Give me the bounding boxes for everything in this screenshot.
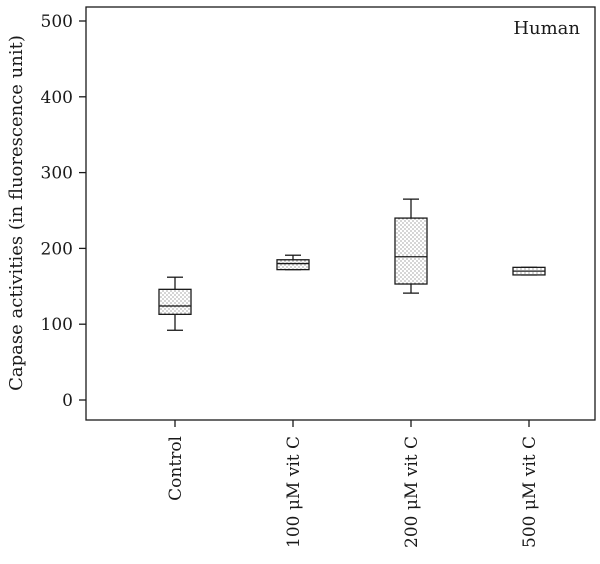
box-1 bbox=[158, 276, 192, 331]
y-axis-title: Capase activities (in fluorescence unit) bbox=[6, 35, 27, 391]
iqr-box bbox=[276, 259, 310, 271]
plot-frame bbox=[85, 6, 596, 421]
box-4 bbox=[512, 266, 546, 276]
iqr-box bbox=[158, 288, 192, 315]
y-tick-label: 0 bbox=[62, 391, 73, 411]
y-tick-label: 500 bbox=[41, 12, 73, 32]
y-axis-ticks: 0 100 200 300 400 500 bbox=[41, 12, 86, 411]
x-tick-label: 200 μM vit C bbox=[402, 436, 422, 548]
box-2 bbox=[276, 254, 310, 271]
x-tick-label: 500 μM vit C bbox=[520, 436, 540, 548]
y-tick-label: 100 bbox=[41, 315, 73, 335]
box-series bbox=[158, 198, 546, 331]
x-tick-label: Control bbox=[166, 436, 186, 501]
x-tick-label: 100 μM vit C bbox=[284, 436, 304, 548]
y-tick-label: 400 bbox=[41, 88, 73, 108]
annotation-human: Human bbox=[513, 18, 580, 39]
iqr-box bbox=[394, 217, 428, 285]
x-axis-ticks: Control 100 μM vit C 200 μM vit C 500 μM vi… bbox=[166, 420, 540, 548]
box-3 bbox=[394, 198, 428, 294]
y-tick-label: 200 bbox=[41, 239, 73, 259]
y-tick-label: 300 bbox=[41, 164, 73, 184]
